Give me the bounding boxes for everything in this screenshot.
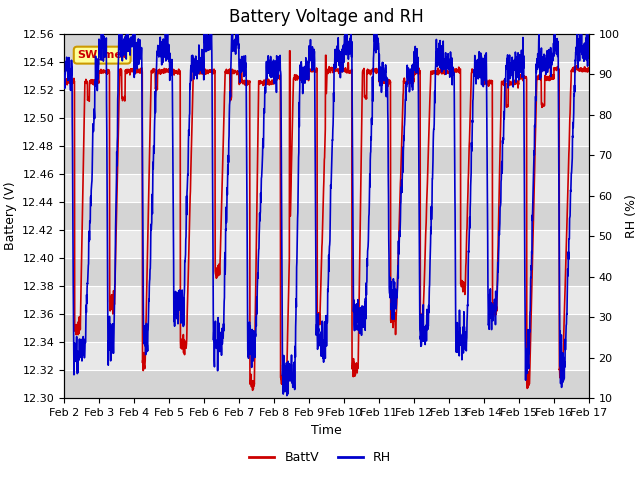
Bar: [64, 230, 589, 258]
Title: Battery Voltage and RH: Battery Voltage and RH: [229, 9, 424, 26]
Bar: [64, 202, 589, 230]
Text: SW_met: SW_met: [77, 50, 127, 60]
Bar: [64, 286, 589, 314]
Y-axis label: Battery (V): Battery (V): [4, 182, 17, 250]
Legend: BattV, RH: BattV, RH: [244, 446, 396, 469]
Bar: [64, 174, 589, 202]
Bar: [64, 371, 589, 398]
Bar: [64, 61, 589, 90]
Bar: [64, 118, 589, 146]
X-axis label: Time: Time: [311, 424, 342, 437]
Bar: [64, 258, 589, 286]
Bar: [64, 34, 589, 61]
Bar: [64, 342, 589, 371]
Bar: [64, 90, 589, 118]
Bar: [64, 146, 589, 174]
Y-axis label: RH (%): RH (%): [625, 194, 638, 238]
Bar: [64, 314, 589, 342]
